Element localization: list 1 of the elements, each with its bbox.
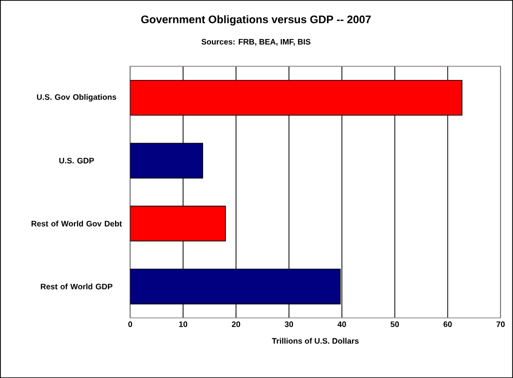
chart-title: Government Obligations versus GDP -- 2007 <box>141 15 371 26</box>
